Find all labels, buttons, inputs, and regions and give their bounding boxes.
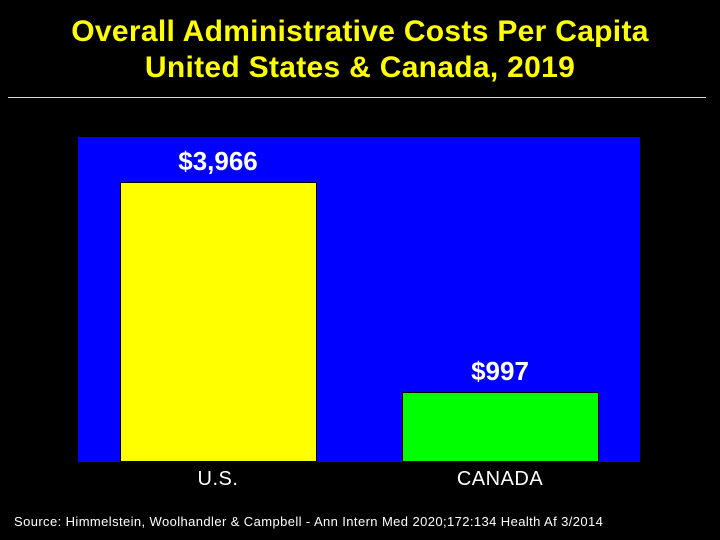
chart-title: Overall Administrative Costs Per Capita … xyxy=(0,14,720,86)
bar-canada xyxy=(401,392,599,462)
value-label: $997 xyxy=(471,356,529,386)
category-label: CANADA xyxy=(456,468,544,490)
plot-area xyxy=(78,137,640,462)
value-label: $3,966 xyxy=(178,146,258,176)
title-divider xyxy=(8,97,706,98)
chart-title-line-2: United States & Canada, 2019 xyxy=(144,51,576,84)
source-citation: Source: Himmelstein, Woolhandler & Campb… xyxy=(14,514,604,529)
category-label: U.S. xyxy=(197,468,239,490)
bar-u-s xyxy=(119,182,317,462)
chart-title-line-1: Overall Administrative Costs Per Capita xyxy=(71,15,649,48)
